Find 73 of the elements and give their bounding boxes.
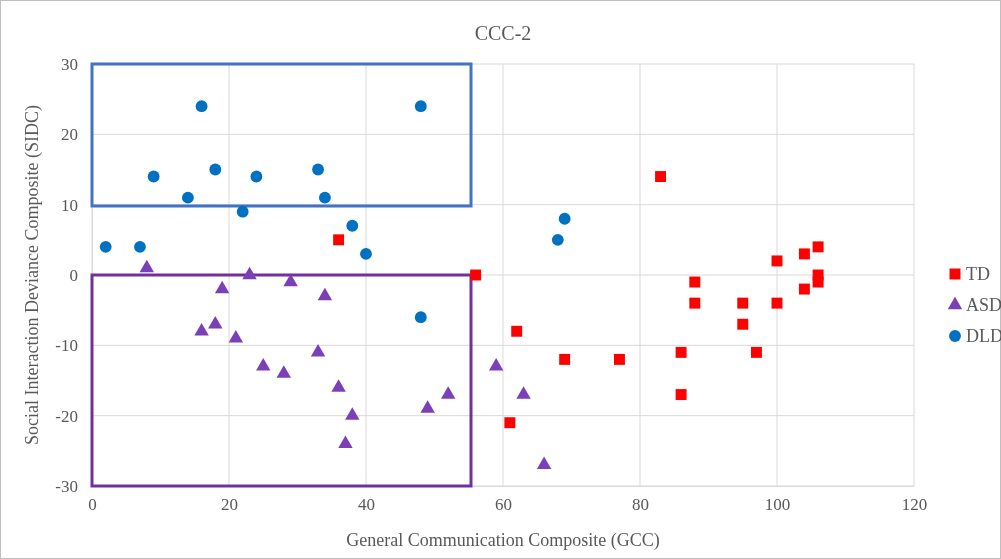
point bbox=[345, 407, 360, 420]
point bbox=[536, 456, 552, 470]
point bbox=[812, 276, 824, 288]
point bbox=[134, 240, 146, 253]
point bbox=[675, 346, 687, 358]
point bbox=[737, 318, 749, 330]
x-tick-label: 80 bbox=[632, 495, 649, 515]
point bbox=[360, 247, 372, 260]
legend-label: ASD bbox=[966, 295, 1001, 315]
x-tick-label: 100 bbox=[764, 495, 791, 515]
point bbox=[283, 273, 298, 287]
point bbox=[551, 233, 564, 246]
point bbox=[771, 297, 783, 309]
point bbox=[194, 322, 209, 336]
x-tick-label: 40 bbox=[358, 495, 375, 515]
point bbox=[318, 191, 331, 204]
point bbox=[414, 100, 427, 113]
y-axis-title: Social Interaction Deviance Composite (SIDC) bbox=[22, 105, 43, 445]
point bbox=[771, 255, 783, 267]
point bbox=[209, 163, 222, 176]
point bbox=[256, 358, 271, 371]
point bbox=[208, 315, 223, 329]
point bbox=[333, 234, 345, 246]
point bbox=[139, 259, 155, 273]
point bbox=[798, 248, 810, 260]
point bbox=[331, 379, 346, 392]
point bbox=[312, 163, 324, 176]
point bbox=[470, 269, 482, 281]
y-tick-label: 0 bbox=[69, 265, 78, 285]
point bbox=[488, 358, 504, 371]
point bbox=[750, 346, 762, 358]
point bbox=[655, 171, 667, 183]
point bbox=[228, 329, 244, 343]
point bbox=[276, 365, 292, 378]
point bbox=[338, 435, 353, 448]
point bbox=[414, 311, 427, 324]
point bbox=[516, 386, 531, 399]
point bbox=[558, 212, 571, 225]
point bbox=[147, 170, 160, 183]
point bbox=[689, 297, 701, 309]
point bbox=[99, 240, 112, 253]
point bbox=[812, 241, 824, 253]
legend-label: TD bbox=[966, 264, 990, 284]
y-tick-label: -30 bbox=[55, 476, 78, 496]
point bbox=[689, 276, 701, 288]
point bbox=[236, 205, 249, 218]
point bbox=[420, 400, 435, 413]
x-tick-label: 20 bbox=[221, 495, 238, 515]
point bbox=[195, 100, 208, 113]
point bbox=[798, 283, 810, 295]
point bbox=[346, 219, 359, 232]
chart-title: CCC-2 bbox=[474, 22, 532, 44]
x-tick-label: 60 bbox=[495, 495, 512, 515]
point bbox=[214, 280, 230, 294]
x-tick-label: 120 bbox=[901, 495, 928, 515]
y-tick-label: 20 bbox=[61, 125, 78, 145]
y-tick-label: 30 bbox=[61, 54, 78, 74]
point bbox=[181, 191, 194, 204]
point bbox=[440, 386, 456, 399]
point bbox=[675, 389, 687, 401]
y-tick-label: -10 bbox=[55, 336, 78, 356]
x-tick-label: 0 bbox=[88, 495, 97, 515]
point bbox=[242, 266, 257, 280]
y-tick-label: 10 bbox=[61, 195, 78, 215]
point bbox=[250, 170, 263, 183]
point bbox=[310, 344, 326, 357]
point bbox=[737, 297, 749, 309]
y-tick-label: -20 bbox=[55, 406, 78, 426]
x-axis-title: General Communication Composite (GCC) bbox=[346, 530, 660, 551]
point bbox=[511, 325, 523, 337]
point bbox=[559, 353, 571, 365]
point bbox=[317, 287, 333, 301]
point bbox=[613, 353, 625, 365]
